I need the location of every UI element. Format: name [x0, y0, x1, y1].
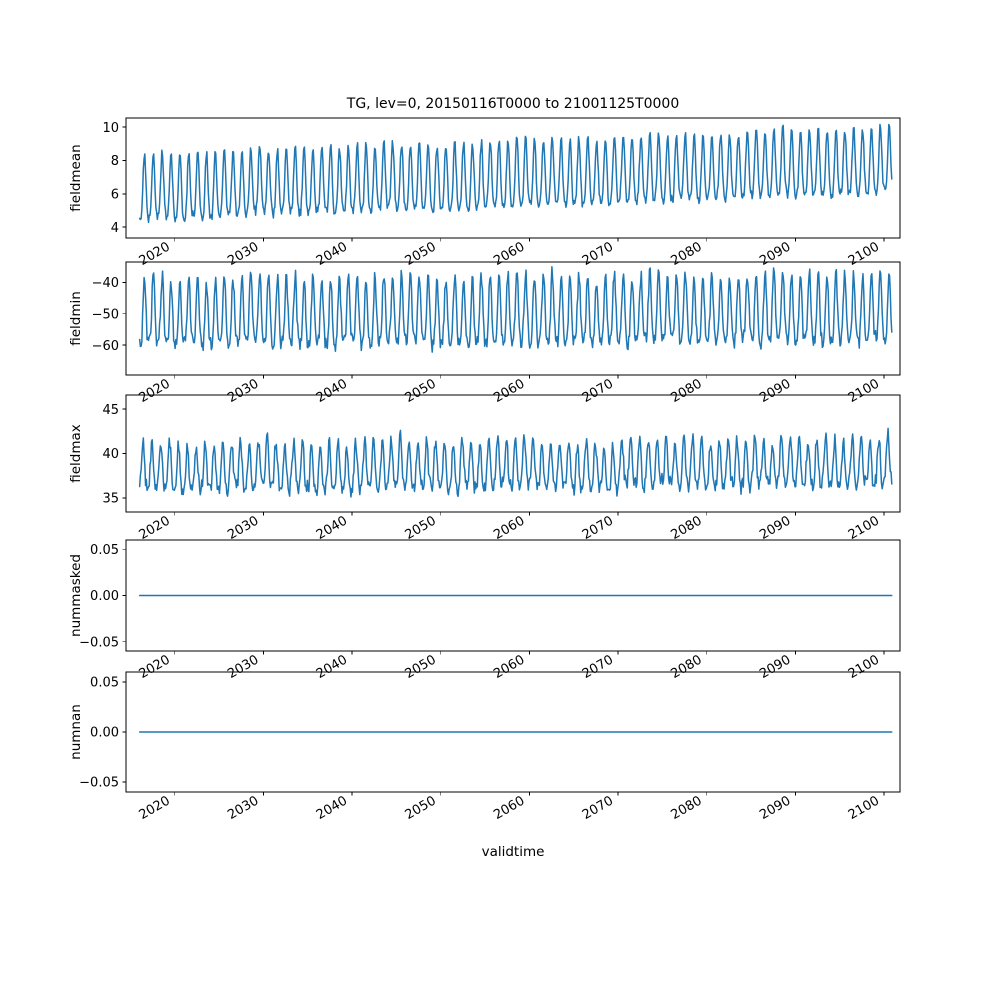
- xtick-label: 2030: [225, 793, 261, 823]
- ytick-label: 0.00: [90, 726, 119, 741]
- xtick-label: 2050: [403, 239, 439, 269]
- ytick-label: 8: [111, 154, 119, 169]
- xtick-label: 2090: [757, 652, 793, 682]
- xtick-label: 2090: [757, 376, 793, 406]
- axes-spines-fieldmin: [125, 261, 901, 376]
- series-line-fieldmin: [140, 267, 892, 352]
- xtick-label: 2030: [225, 513, 261, 543]
- ytick-label: −40: [92, 276, 119, 291]
- xtick-label: 2020: [137, 652, 173, 682]
- xtick-label: 2020: [137, 239, 173, 269]
- ylabel-numnan: numnan: [68, 704, 84, 760]
- xtick-label: 2020: [137, 793, 173, 823]
- xtick-label: 2100: [846, 652, 882, 682]
- xtick-label: 2100: [846, 376, 882, 406]
- xtick-label: 2070: [580, 239, 616, 269]
- ytick-label: 4: [111, 221, 119, 236]
- ylabel-fieldmax: fieldmax: [68, 424, 84, 483]
- xtick-label: 2090: [757, 513, 793, 543]
- xtick-label: 2060: [491, 239, 527, 269]
- panel-numnan: −0.05 0.00 0.05 2020 2030 2040 2050 2060 2070 208…: [68, 671, 901, 860]
- plot-area-fieldmean: [140, 124, 892, 222]
- figure-title: TG, lev=0, 20150116T0000 to 21001125T000…: [346, 96, 679, 112]
- xtick-label: 2030: [225, 652, 261, 682]
- ytick-label: 10: [102, 121, 119, 136]
- xtick-label: 2070: [580, 376, 616, 406]
- xtick-label: 2070: [580, 793, 616, 823]
- axes-spines-fieldmean: [125, 117, 901, 239]
- panel-fieldmin: −60 −50 −40 2020 2030 2040 2050 2060 2070 2080 209…: [68, 261, 901, 406]
- xtick-label: 2040: [314, 239, 350, 269]
- xtick-label: 2040: [314, 513, 350, 543]
- xtick-label: 2090: [757, 239, 793, 269]
- ylabel-nummasked: nummasked: [68, 554, 84, 637]
- ytick-label: 0.05: [90, 676, 119, 691]
- ytick-label: −50: [92, 307, 119, 322]
- xtick-label: 2080: [669, 376, 705, 406]
- xtick-label: 2070: [580, 652, 616, 682]
- ytick-label: −0.05: [79, 635, 119, 650]
- ytick-label: 6: [111, 187, 119, 202]
- xtick-label: 2050: [403, 376, 439, 406]
- xtick-label: 2040: [314, 793, 350, 823]
- ytick-label: 35: [102, 491, 119, 506]
- ytick-label: 40: [102, 447, 119, 462]
- plot-area-fieldmin: [140, 267, 892, 352]
- xtick-label: 2100: [846, 239, 882, 269]
- series-line-fieldmean: [140, 124, 892, 222]
- ytick-label: −0.05: [79, 776, 119, 791]
- ytick-label: 0.05: [90, 543, 119, 558]
- xtick-label: 2050: [403, 513, 439, 543]
- xtick-label: 2040: [314, 652, 350, 682]
- xtick-label: 2070: [580, 513, 616, 543]
- series-line-fieldmax: [140, 428, 892, 497]
- xtick-label: 2090: [757, 793, 793, 823]
- xtick-label: 2020: [137, 376, 173, 406]
- xtick-label: 2060: [491, 793, 527, 823]
- xtick-label: 2030: [225, 376, 261, 406]
- xtick-label: 2060: [491, 513, 527, 543]
- panel-fieldmean: 4 6 8 10 2020 2030 2040 2050 2060 2070 2080 2090 210…: [68, 117, 901, 269]
- xtick-label: 2050: [403, 652, 439, 682]
- xtick-label: 2050: [403, 793, 439, 823]
- panel-fieldmax: 35 40 45 2020 2030 2040 2050 2060 2070 2080 2090 21…: [68, 394, 901, 543]
- xtick-label: 2100: [846, 513, 882, 543]
- xtick-label: 2020: [137, 513, 173, 543]
- ylabel-fieldmin: fieldmin: [68, 291, 84, 346]
- ytick-label: 0.00: [90, 589, 119, 604]
- xlabel: validtime: [482, 844, 545, 860]
- xtick-label: 2080: [669, 513, 705, 543]
- xtick-label: 2100: [846, 793, 882, 823]
- xtick-label: 2080: [669, 793, 705, 823]
- ylabel-fieldmean: fieldmean: [68, 144, 84, 211]
- ytick-label: −60: [92, 339, 119, 354]
- panel-nummasked: −0.05 0.00 0.05 2020 2030 2040 2050 2060 2070 208…: [68, 539, 901, 682]
- xtick-label: 2030: [225, 239, 261, 269]
- xtick-label: 2080: [669, 239, 705, 269]
- xtick-label: 2040: [314, 376, 350, 406]
- ytick-label: 45: [102, 403, 119, 418]
- xtick-label: 2060: [491, 376, 527, 406]
- xtick-label: 2060: [491, 652, 527, 682]
- xtick-label: 2080: [669, 652, 705, 682]
- plot-area-fieldmax: [140, 428, 892, 497]
